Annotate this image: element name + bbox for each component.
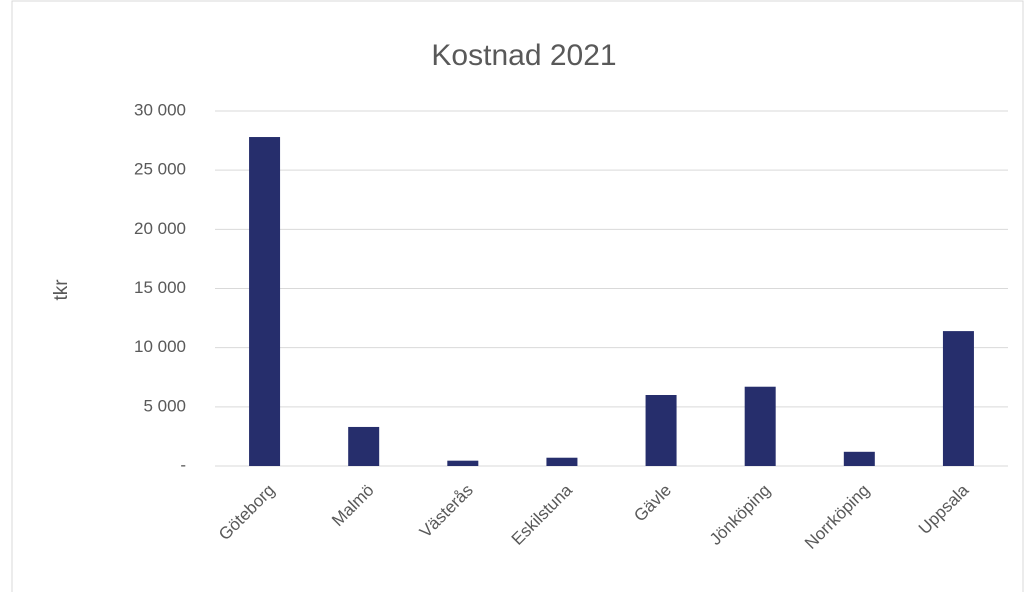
y-tick-label: 25 000 [134,160,186,179]
y-tick-label: 30 000 [134,100,186,119]
bar [447,460,479,466]
y-tick-label: 20 000 [134,219,186,238]
bar [942,331,974,466]
bar [546,457,578,466]
bar [249,137,281,467]
bar [645,395,677,466]
bar [348,426,380,466]
y-tick-label: 5 000 [143,396,186,415]
y-tick-label: 15 000 [134,278,186,297]
bar [843,451,875,466]
chart-border [11,0,1024,592]
y-axis-label: tkr [51,279,72,301]
y-tick-label: - [180,455,186,474]
y-tick-label: 10 000 [134,337,186,356]
bar [744,386,776,466]
chart-title: Kostnad 2021 [431,39,616,72]
